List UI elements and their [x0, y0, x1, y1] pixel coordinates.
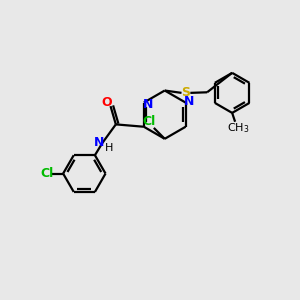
Text: Cl: Cl — [40, 167, 53, 180]
Text: Cl: Cl — [142, 115, 155, 128]
Text: N: N — [94, 136, 104, 149]
Text: S: S — [182, 86, 190, 99]
Text: CH$_3$: CH$_3$ — [227, 121, 250, 134]
Text: H: H — [105, 143, 113, 153]
Text: N: N — [184, 94, 195, 108]
Text: O: O — [102, 95, 112, 109]
Text: N: N — [142, 98, 153, 111]
